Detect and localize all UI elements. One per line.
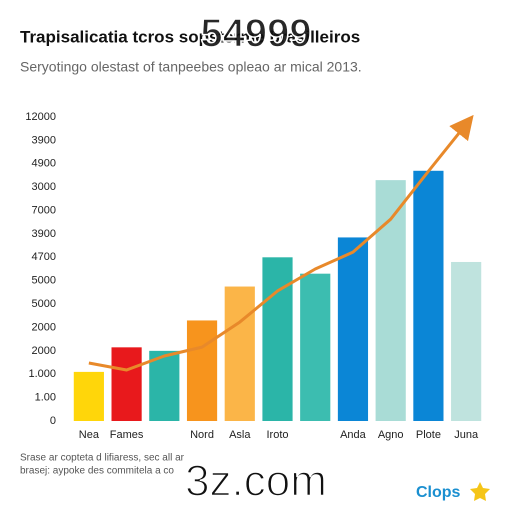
y-tick-label: 5000 [32,275,56,287]
chart-title: Trapisalicatia tcros sopsterme brasillei… [20,27,360,46]
bar [149,350,180,421]
bar [262,257,293,421]
bar [337,237,369,421]
x-tick-label: Iroto [266,429,288,441]
bar [413,170,444,421]
footnote: Srase ar copteta d lifiaress, sec all ar [20,453,185,464]
chart-subtitle: Seryotingo olestast of tanpeebes opleao … [20,59,362,75]
y-tick-label: 1.00 [35,392,56,404]
y-tick-label: 7000 [32,204,56,216]
y-tick-label: 2000 [32,321,56,333]
x-tick-label: Juna [454,429,479,441]
bar [224,286,255,421]
bar [111,347,142,421]
bar [375,180,406,421]
watermark: 3z.com [185,457,327,506]
brand-logo: Clops [416,484,461,501]
x-tick-label: Asla [229,429,251,441]
y-tick-label: 3900 [32,134,56,146]
bar [73,371,104,421]
y-tick-label: 1.000 [28,368,56,380]
x-tick-label: Nea [79,429,100,441]
y-tick-label: 4700 [32,251,56,263]
x-tick-label: Fames [110,429,144,441]
footnote: brasej: aypoke des commitela a co [20,466,174,477]
x-tick-label: Plote [416,429,441,441]
y-tick-label: 3900 [32,228,56,240]
bar [300,273,331,421]
watermark: 54999 [200,12,311,56]
y-tick-label: 3000 [32,181,56,193]
y-tick-label: 4900 [32,158,56,170]
y-tick-label: 0 [50,415,56,427]
bar [186,320,218,421]
x-tick-label: Agno [378,429,404,441]
brand-star [470,482,490,501]
x-tick-label: Anda [340,429,367,441]
bar [451,261,482,421]
y-tick-label: 12000 [25,111,56,123]
y-tick-label: 5000 [32,298,56,310]
trend-line [88,114,474,372]
x-tick-label: Nord [190,429,214,441]
y-tick-label: 2000 [32,345,56,357]
